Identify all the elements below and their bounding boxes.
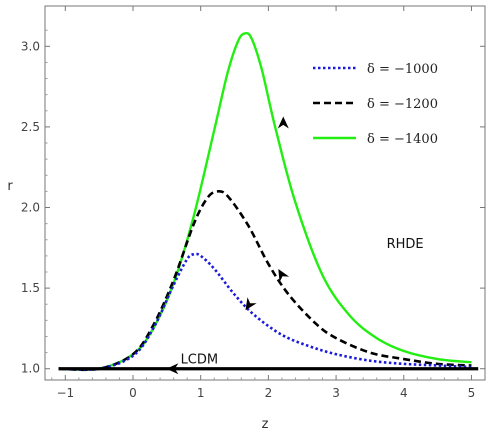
x-tick-label: −1: [56, 386, 74, 400]
direction-arrow: [245, 297, 257, 311]
y-tick-label: 2.5: [21, 120, 40, 134]
plot-frame: [44, 5, 486, 381]
y-tick-label: 2.0: [21, 201, 40, 215]
direction-arrow: [277, 116, 289, 129]
direction-arrow: [278, 268, 290, 283]
x-tick-label: 4: [400, 386, 408, 400]
y-tick-label: 3.0: [21, 39, 40, 53]
legend-label: δ = −1000: [367, 62, 438, 77]
direction-arrow: [166, 363, 179, 375]
legend-label: δ = −1200: [367, 97, 438, 112]
lcdm-annotation: LCDM: [181, 353, 219, 368]
legend: δ = −1000 δ = −1200 δ = −1400: [313, 62, 438, 147]
series-layer: [58, 31, 479, 372]
x-tick-label: 1: [197, 386, 205, 400]
x-tick-label: 2: [265, 386, 273, 400]
x-axis-label: z: [262, 417, 269, 432]
series-line-delta-1: [58, 189, 472, 372]
arrows-layer: [166, 116, 290, 375]
legend-label: δ = −1400: [367, 132, 438, 147]
rhde-annotation: RHDE: [387, 237, 424, 252]
ticks-layer: −1 0 1 2 3 4 5 1.0 1.5 2.0 2.5 3.0: [21, 6, 485, 400]
x-tick-label: 5: [468, 386, 476, 400]
x-tick-label: 3: [332, 386, 340, 400]
x-tick-label: 0: [129, 386, 137, 400]
series-line-delta-2: [58, 31, 472, 371]
y-axis-label: r: [7, 179, 13, 194]
y-tick-label: 1.5: [21, 281, 40, 295]
y-tick-label: 1.0: [21, 362, 40, 376]
